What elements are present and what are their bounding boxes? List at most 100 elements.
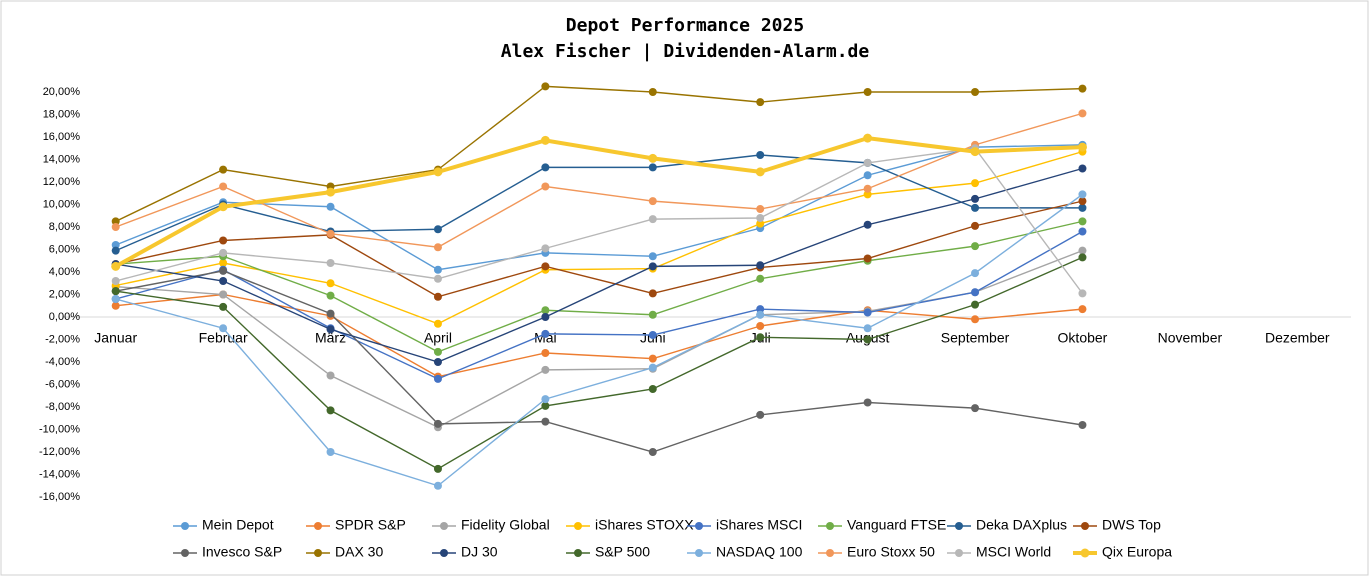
data-point xyxy=(1078,203,1087,212)
data-point xyxy=(863,220,872,229)
data-point xyxy=(541,329,550,338)
data-point xyxy=(648,215,657,224)
legend-marker xyxy=(955,549,963,557)
data-point xyxy=(219,277,228,285)
legend-label: Invesco S&P xyxy=(202,544,282,560)
legend-label: S&P 500 xyxy=(595,544,650,560)
legend-label: DAX 30 xyxy=(335,544,383,560)
series-line xyxy=(115,193,1083,487)
data-point xyxy=(541,163,550,172)
data-point xyxy=(971,194,980,203)
data-point xyxy=(1078,84,1087,93)
data-point xyxy=(648,363,657,372)
legend-marker xyxy=(440,549,448,557)
y-tick-label: 6,00% xyxy=(49,243,80,255)
data-point xyxy=(219,165,228,174)
data-point xyxy=(1078,289,1087,298)
data-point xyxy=(863,190,872,199)
data-point xyxy=(219,259,228,267)
data-point xyxy=(541,262,550,271)
x-tick-label: November xyxy=(1158,330,1223,346)
data-point xyxy=(219,236,228,245)
data-point xyxy=(111,261,121,271)
legend-label: Euro Stoxx 50 xyxy=(847,544,935,560)
data-point xyxy=(433,358,442,366)
data-point xyxy=(541,313,550,321)
data-point xyxy=(326,309,335,318)
data-point xyxy=(219,182,228,191)
legend-label: Mein Depot xyxy=(202,517,274,533)
data-point xyxy=(648,197,657,206)
data-point xyxy=(433,319,442,328)
data-point xyxy=(541,365,550,374)
legend-marker xyxy=(574,549,582,557)
data-point xyxy=(971,288,980,297)
data-point xyxy=(971,203,980,212)
data-point xyxy=(863,88,872,96)
y-tick-label: -6,00% xyxy=(45,378,80,390)
data-point xyxy=(326,259,335,267)
data-point xyxy=(756,322,765,330)
data-point xyxy=(540,135,550,145)
chart-subtitle: Alex Fischer | Dividenden-Alarm.de xyxy=(501,41,870,62)
y-tick-label: -16,00% xyxy=(39,491,80,503)
data-point xyxy=(219,324,228,333)
data-point xyxy=(326,202,335,211)
data-point xyxy=(1078,197,1087,206)
data-point xyxy=(433,481,442,490)
data-point xyxy=(1078,227,1087,236)
data-point xyxy=(756,261,765,270)
series-line xyxy=(115,270,1083,453)
data-point xyxy=(648,354,657,363)
series-line xyxy=(114,136,1083,269)
y-tick-label: -8,00% xyxy=(45,401,80,413)
data-point xyxy=(433,292,442,301)
y-tick-label: 20,00% xyxy=(43,86,81,98)
legend-marker xyxy=(314,549,322,557)
y-tick-label: 10,00% xyxy=(43,198,81,210)
data-point xyxy=(648,163,657,172)
data-point xyxy=(648,310,657,319)
x-tick-label: März xyxy=(315,330,346,346)
data-point xyxy=(971,269,980,278)
data-point xyxy=(1078,246,1087,255)
series-line xyxy=(115,154,1083,252)
data-point xyxy=(219,266,228,275)
data-point xyxy=(541,395,550,404)
data-point xyxy=(756,214,765,222)
legend-label: NASDAQ 100 xyxy=(716,544,803,560)
data-point xyxy=(433,374,442,383)
legend-marker xyxy=(1081,522,1089,530)
y-tick-label: -12,00% xyxy=(39,446,80,458)
data-point xyxy=(541,182,550,191)
data-point xyxy=(111,301,120,310)
data-point xyxy=(648,331,657,339)
data-point xyxy=(326,291,335,300)
data-point xyxy=(970,147,980,157)
data-point xyxy=(971,88,980,96)
legend-marker xyxy=(440,522,448,530)
legend-marker xyxy=(695,522,703,530)
data-point xyxy=(971,404,980,413)
legend-marker xyxy=(181,522,189,530)
series-line xyxy=(115,230,1083,380)
data-point xyxy=(648,262,657,271)
data-point xyxy=(326,279,335,288)
data-point xyxy=(756,205,765,213)
data-point xyxy=(326,448,335,456)
data-point xyxy=(541,244,550,253)
legend-label: SPDR S&P xyxy=(335,517,406,533)
y-tick-label: 2,00% xyxy=(49,288,80,300)
data-point xyxy=(326,325,335,334)
x-tick-label: September xyxy=(941,330,1010,346)
data-point xyxy=(1078,253,1087,262)
data-point xyxy=(433,243,442,252)
data-point xyxy=(326,406,335,415)
data-point xyxy=(111,295,120,303)
data-point xyxy=(756,274,765,283)
x-tick-label: Dezember xyxy=(1265,330,1330,346)
legend-marker xyxy=(695,549,703,557)
legend-label: Vanguard FTSE xyxy=(847,517,946,533)
y-tick-label: 16,00% xyxy=(43,131,81,143)
data-point xyxy=(863,133,873,143)
